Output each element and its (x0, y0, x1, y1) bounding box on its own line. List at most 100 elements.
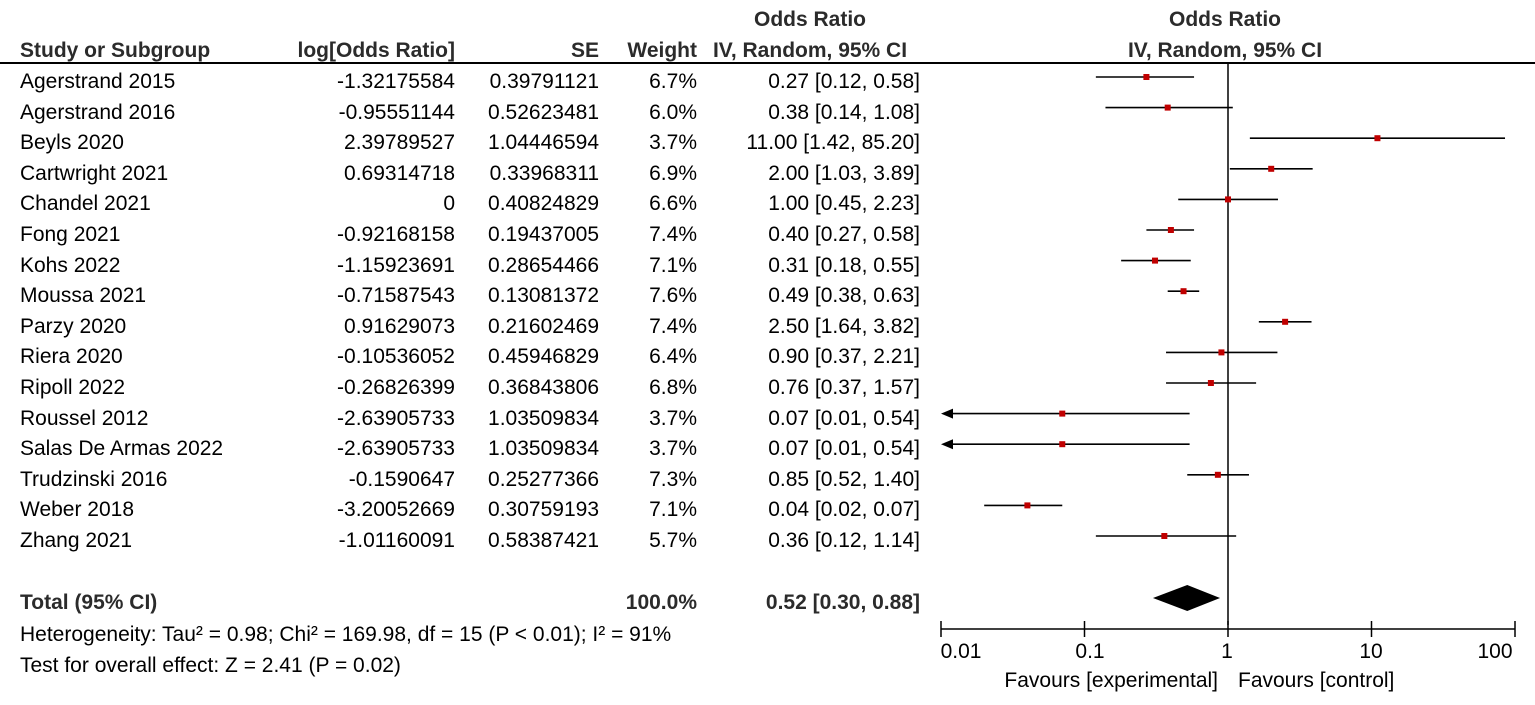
study-se: 0.25277366 (488, 467, 599, 491)
study-ci: 0.31 [0.18, 0.55] (768, 253, 920, 277)
study-logor: -0.26826399 (337, 376, 455, 399)
study-weight: 6.9% (649, 161, 697, 185)
study-point (1059, 441, 1066, 448)
study-ci: 0.07 [0.01, 0.54] (768, 437, 920, 461)
study-weight: 7.1% (649, 498, 697, 522)
study-logor: -0.10536052 (337, 345, 455, 369)
study-weight: 7.1% (649, 253, 697, 277)
axis-tick-label: 1 (1221, 640, 1233, 663)
study-se: 0.30759193 (488, 498, 599, 522)
study-name: Chandel 2021 (20, 192, 151, 216)
study-ci: 0.76 [0.37, 1.57] (768, 376, 920, 399)
study-name: Cartwright 2021 (20, 161, 169, 185)
study-weight: 6.6% (649, 192, 697, 216)
study-weight: 3.7% (649, 437, 697, 461)
study-se: 1.04446594 (488, 131, 599, 155)
axis-tick-label: 100 (1477, 640, 1513, 663)
study-ci: 0.90 [0.37, 2.21] (768, 345, 920, 369)
study-logor: 0.91629073 (344, 314, 455, 338)
study-name: Agerstrand 2016 (20, 100, 176, 124)
study-weight: 3.7% (649, 131, 697, 155)
favours-experimental-label: Favours [experimental] (1004, 669, 1218, 692)
heterogeneity-text: Heterogeneity: Tau² = 0.98; Chi² = 169.9… (20, 623, 672, 646)
study-weight: 6.7% (649, 70, 697, 93)
study-weight: 3.7% (649, 406, 697, 430)
study-point (1143, 74, 1150, 80)
study-weight: 7.3% (649, 467, 697, 491)
total-weight: 100.0% (625, 591, 697, 614)
study-name: Agerstrand 2015 (20, 70, 176, 93)
study-point (1374, 135, 1381, 142)
study-ci: 0.36 [0.12, 1.14] (768, 529, 920, 552)
study-se: 0.52623481 (488, 100, 599, 124)
study-weight: 6.8% (649, 376, 697, 399)
or-header-bottom: IV, Random, 95% CI (712, 39, 908, 62)
study-ci: 0.27 [0.12, 0.58] (768, 70, 920, 93)
study-weight: 6.0% (649, 100, 697, 124)
study-se: 0.33968311 (489, 161, 599, 185)
study-se: 0.45946829 (488, 345, 599, 369)
axis-tick-label: 0.01 (940, 640, 982, 663)
study-name: Salas De Armas 2022 (20, 437, 224, 461)
study-weight: 7.6% (649, 284, 697, 308)
study-logor: -2.63905733 (337, 406, 455, 430)
logor-column-header: log[Odds Ratio] (297, 39, 455, 62)
study-name: Zhang 2021 (20, 529, 133, 552)
study-weight: 7.4% (649, 223, 697, 246)
study-se: 0.36843806 (488, 376, 599, 399)
study-point (1225, 196, 1231, 203)
se-column-header: SE (570, 39, 599, 62)
ci-arrow-left (941, 408, 953, 419)
study-logor: -0.71587543 (337, 284, 455, 308)
study-point (1024, 502, 1031, 509)
study-ci: 2.50 [1.64, 3.82] (768, 314, 920, 338)
axis-tick-label: 10 (1359, 640, 1383, 663)
weight-column-header: Weight (627, 39, 697, 62)
study-point (1218, 349, 1225, 356)
or-header-top: Odds Ratio (753, 8, 866, 31)
study-point (1152, 257, 1159, 264)
plot-header-bottom: IV, Random, 95% CI (1127, 39, 1323, 62)
study-logor: -3.20052669 (337, 498, 455, 522)
study-se: 0.58387421 (488, 529, 599, 552)
study-se: 0.40824829 (488, 192, 599, 216)
header-divider (0, 62, 1535, 64)
overall-effect-text: Test for overall effect: Z = 2.41 (P = 0… (20, 654, 401, 677)
study-logor: -1.32175584 (337, 70, 455, 93)
study-weight: 6.4% (649, 345, 697, 369)
total-ci: 0.52 [0.30, 0.88] (765, 591, 920, 614)
study-logor: -0.1590647 (348, 467, 455, 491)
study-point (1180, 288, 1187, 295)
study-se: 1.03509834 (488, 406, 599, 430)
study-point (1059, 410, 1066, 417)
study-logor: 2.39789527 (344, 131, 455, 155)
study-name: Fong 2021 (20, 223, 121, 246)
study-ci: 2.00 [1.03, 3.89] (768, 161, 920, 185)
total-label: Total (95% CI) (20, 591, 158, 614)
study-name: Trudzinski 2016 (20, 467, 168, 491)
study-name: Parzy 2020 (20, 314, 127, 338)
study-ci: 1.00 [0.45, 2.23] (768, 192, 920, 216)
study-logor: 0 (443, 192, 455, 216)
study-ci: 0.38 [0.14, 1.08] (768, 100, 920, 124)
study-point (1161, 533, 1168, 539)
study-se: 0.13081372 (488, 284, 599, 308)
ci-arrow-left (941, 439, 953, 450)
study-logor: -0.95551144 (338, 100, 455, 124)
study-ci: 0.07 [0.01, 0.54] (768, 406, 920, 430)
study-point (1207, 380, 1214, 386)
study-se: 1.03509834 (488, 437, 599, 461)
study-se: 0.28654466 (488, 253, 599, 277)
favours-control-label: Favours [control] (1238, 669, 1395, 692)
pooled-diamond (1152, 585, 1221, 611)
study-point (1268, 165, 1275, 172)
study-se: 0.21602469 (488, 314, 599, 338)
study-point (1167, 227, 1174, 233)
study-point (1214, 471, 1221, 478)
study-name: Ripoll 2022 (20, 376, 126, 399)
study-point (1282, 318, 1289, 325)
study-name: Moussa 2021 (20, 284, 147, 308)
study-name: Roussel 2012 (20, 406, 149, 430)
study-ci: 0.40 [0.27, 0.58] (768, 223, 920, 246)
study-ci: 11.00 [1.42, 85.20] (746, 131, 920, 155)
